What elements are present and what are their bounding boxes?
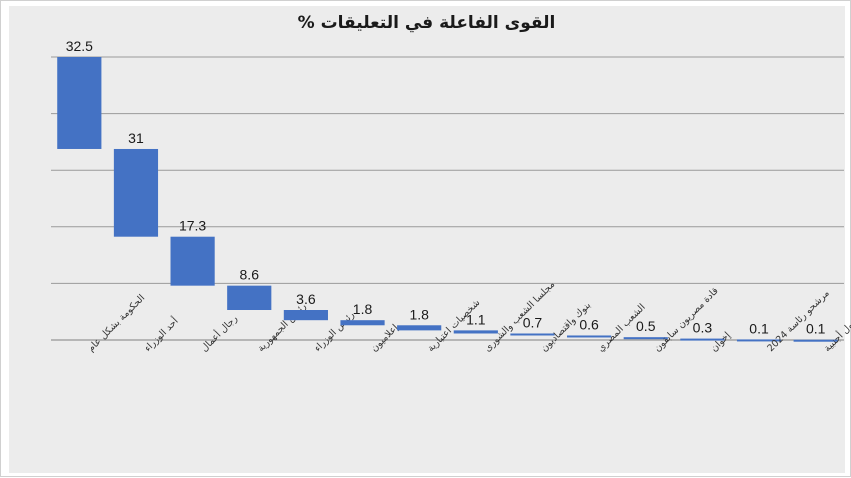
data-label-11: 0.5 [636, 318, 656, 334]
data-label-4: 8.6 [240, 267, 260, 283]
bar-2 [113, 148, 159, 237]
x-tick-label-1: الحكومة بشكل عام [86, 293, 148, 355]
bar-9 [510, 333, 555, 336]
chart-title: القوى الفاعلة في التعليقات % [297, 13, 556, 33]
data-label-14: 0.1 [806, 321, 826, 337]
data-label-9: 0.7 [523, 314, 543, 330]
data-label-2: 31 [128, 130, 144, 146]
bar-10 [567, 335, 612, 338]
x-tick-label-2: أحد الوزراء [141, 314, 181, 354]
x-tick-label-12: إخوان [709, 330, 733, 354]
plot-area [9, 6, 845, 473]
x-tick-label-3: رجال أعمال [198, 311, 241, 354]
bar-13 [736, 339, 782, 342]
bar-7 [397, 325, 442, 331]
bar-1 [57, 57, 102, 149]
bar-6 [340, 320, 385, 326]
data-label-8: 1.1 [466, 311, 486, 327]
data-label-12: 0.3 [693, 320, 713, 336]
data-label-13: 0.1 [749, 320, 769, 336]
bar-5 [283, 310, 328, 321]
data-label-3: 17.3 [179, 218, 206, 234]
bar-14 [793, 339, 838, 342]
bar-4 [227, 285, 272, 311]
data-label-10: 0.6 [579, 316, 599, 332]
data-label-5: 3.6 [296, 291, 316, 307]
bar-8 [453, 330, 498, 334]
bar-12 [680, 338, 725, 341]
x-tick-label-6: إعلاميون [369, 322, 401, 354]
data-label-6: 1.8 [353, 301, 373, 317]
bar-11 [623, 337, 668, 340]
data-label-7: 1.8 [409, 306, 429, 322]
data-label-1: 32.5 [66, 38, 93, 54]
bar-3 [170, 236, 215, 286]
